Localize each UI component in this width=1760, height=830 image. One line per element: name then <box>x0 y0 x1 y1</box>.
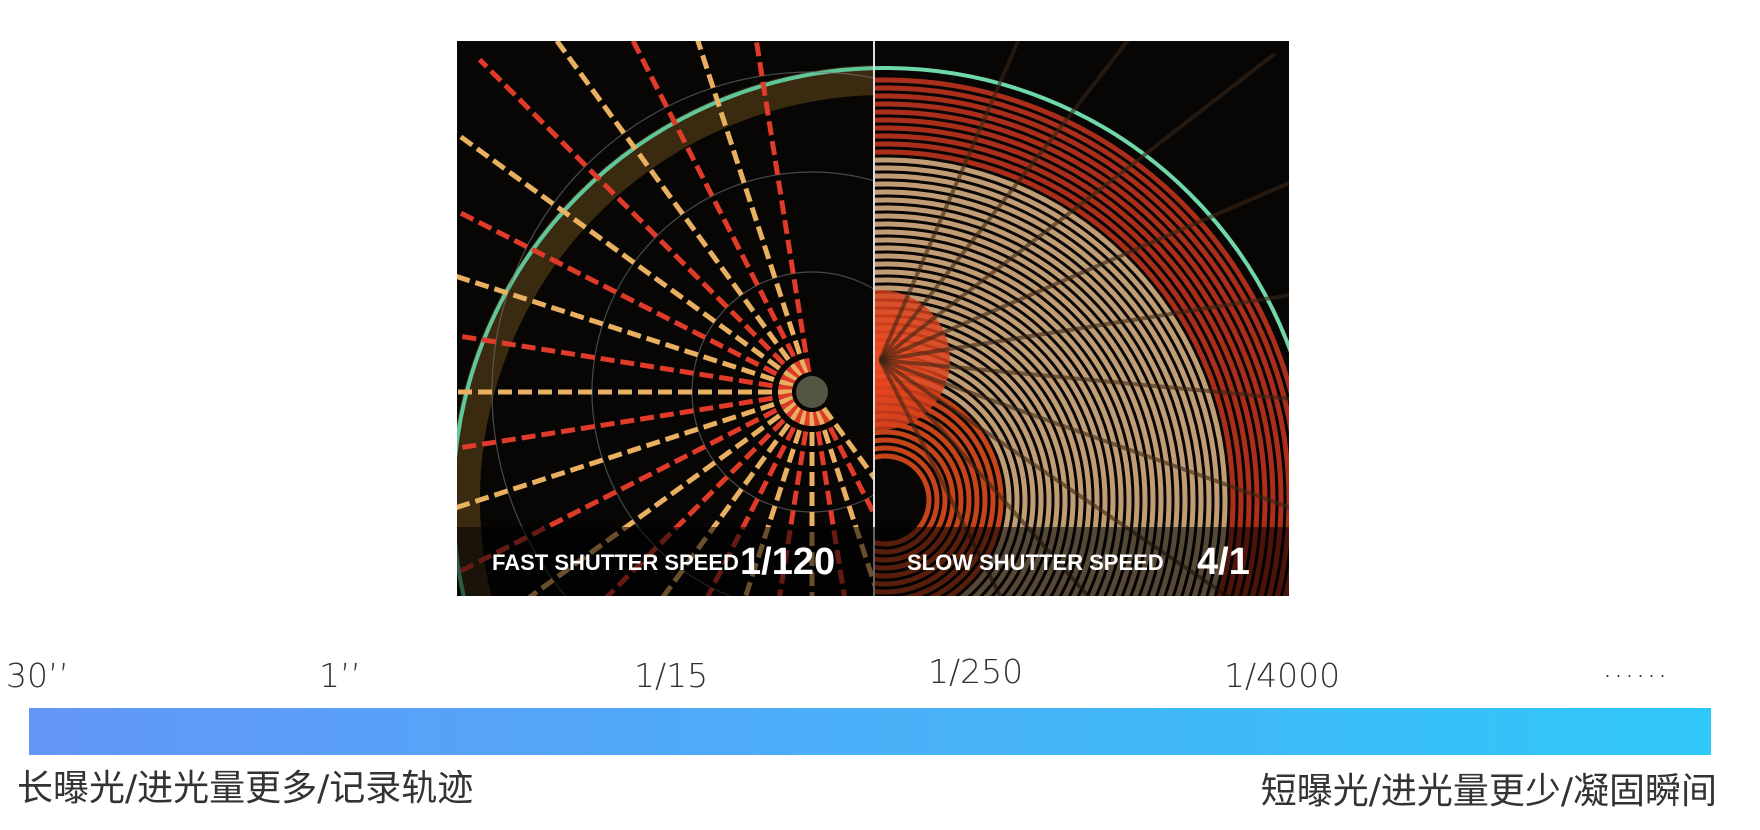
photo-speed: 1/120 <box>740 541 835 583</box>
wheel-trail <box>874 221 1164 596</box>
photo: FAST SHUTTER SPEED 1/120 SLOW SHUTTER SP… <box>457 41 1289 596</box>
spoke <box>878 51 1277 362</box>
label-band <box>457 527 1289 596</box>
wheel-trail <box>874 141 1244 596</box>
wheel-trail <box>874 93 1289 596</box>
wheel-trail <box>874 205 1180 596</box>
spoke <box>630 41 815 394</box>
wheel-trail <box>874 133 1252 596</box>
wheel-trail <box>874 85 1289 596</box>
wheel-trail <box>874 197 1188 596</box>
wheel-trail <box>874 165 1220 596</box>
speed-bar <box>29 708 1711 755</box>
spoke <box>553 41 815 394</box>
wheel-trail <box>874 149 1236 596</box>
spoke <box>878 41 1130 362</box>
spoke <box>477 57 814 394</box>
speed-tick: 1/4000 <box>1224 656 1340 695</box>
wheel-trail <box>874 253 1132 596</box>
wheel-rim <box>874 66 1289 354</box>
wheel-trail <box>874 101 1284 596</box>
wheel-trail <box>874 181 1204 596</box>
wheel-trail <box>874 229 1156 596</box>
spoke <box>457 208 814 395</box>
spoke <box>879 293 1289 362</box>
spoke <box>879 180 1289 362</box>
speed-tick: 1/15 <box>634 656 708 695</box>
speed-tick: 1’’ <box>319 656 361 695</box>
wheel-trail <box>874 77 1289 396</box>
caption: 长曝光/进光量更多/记录轨迹 <box>17 768 473 809</box>
wheel-trail <box>874 157 1228 596</box>
speed-tick: 30’’ <box>6 656 69 695</box>
wheel-trail <box>874 245 1140 596</box>
wheel-trail <box>874 269 1116 596</box>
wheel-trail <box>874 189 1196 596</box>
photo-label: FAST SHUTTER SPEED <box>492 550 739 575</box>
speed-tick: …… <box>1602 646 1668 685</box>
speed-tick: 1/250 <box>928 652 1023 691</box>
spoke <box>879 358 1289 401</box>
wheel-trail <box>874 285 1100 596</box>
hub <box>796 376 828 408</box>
wheel-trail <box>874 261 1124 596</box>
wheel-trail <box>874 277 1108 596</box>
spoke <box>879 358 1289 510</box>
photo-speed: 4/1 <box>1197 541 1250 583</box>
caption: 短曝光/进光量更少/凝固瞬间 <box>1261 771 1717 812</box>
wheel-trail <box>874 237 1148 596</box>
wheel-rim <box>457 65 874 596</box>
fast-shutter-image <box>457 41 874 596</box>
wheel-trail <box>874 213 1172 596</box>
spoke <box>457 130 814 395</box>
wheel-trail <box>874 125 1260 596</box>
spoke <box>878 41 1021 361</box>
photo-label: SLOW SHUTTER SPEED <box>907 550 1164 575</box>
wheel-trail <box>874 173 1212 596</box>
